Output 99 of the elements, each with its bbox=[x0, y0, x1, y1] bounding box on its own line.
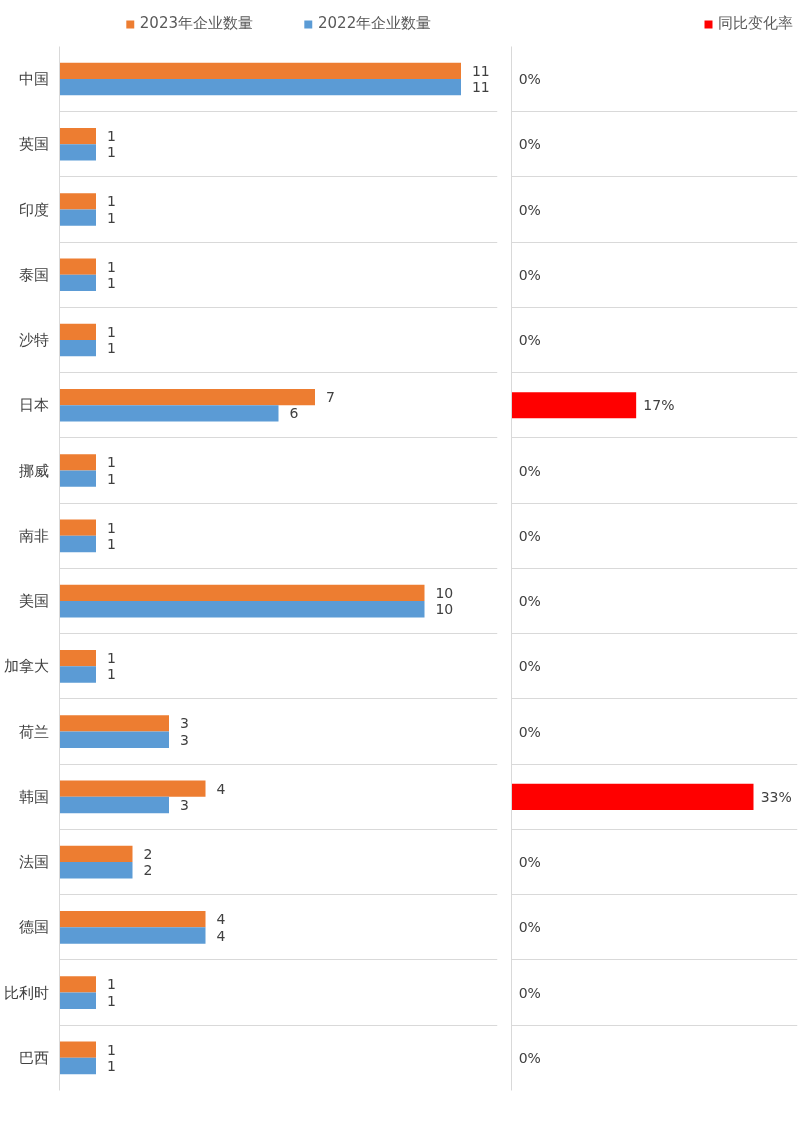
data-label: 0% bbox=[518, 1049, 541, 1066]
data-label: 0% bbox=[518, 593, 541, 610]
data-label: 0% bbox=[518, 984, 541, 1001]
y-tick-label: 美国 bbox=[18, 592, 49, 611]
bar bbox=[59, 715, 169, 732]
bar bbox=[59, 127, 96, 145]
y-tick-label: 英国 bbox=[18, 135, 49, 154]
data-label: 1 bbox=[106, 209, 116, 226]
y-tick-label: 荷兰 bbox=[18, 722, 49, 741]
bar bbox=[59, 780, 206, 797]
y-tick-label: 德国 bbox=[18, 918, 49, 937]
data-label: 10 bbox=[435, 601, 454, 618]
bar bbox=[59, 144, 96, 161]
data-label: 1 bbox=[106, 650, 116, 667]
data-label: 1 bbox=[106, 193, 116, 210]
data-label: 1 bbox=[106, 454, 116, 471]
legend-label: 2023年企业数量 bbox=[139, 14, 253, 33]
data-label: 6 bbox=[289, 405, 299, 422]
y-tick-label: 中国 bbox=[18, 70, 49, 89]
data-label: 0% bbox=[518, 854, 541, 871]
data-label: 0% bbox=[518, 71, 541, 88]
data-label: 33% bbox=[760, 788, 792, 805]
data-label: 1 bbox=[106, 470, 116, 487]
y-tick-label: 巴西 bbox=[18, 1048, 49, 1067]
y-tick-label: 南非 bbox=[18, 526, 49, 545]
data-label: 1 bbox=[106, 666, 116, 683]
bar bbox=[59, 209, 96, 226]
bar bbox=[59, 911, 206, 928]
data-label: 0% bbox=[518, 201, 541, 218]
bar bbox=[59, 340, 96, 357]
data-label: 0% bbox=[518, 136, 541, 153]
data-label: 0% bbox=[518, 658, 541, 675]
bar bbox=[59, 845, 133, 863]
bar bbox=[59, 862, 133, 879]
y-tick-label: 挪威 bbox=[18, 461, 49, 480]
data-label: 17% bbox=[643, 397, 675, 414]
data-label: 1 bbox=[106, 274, 116, 291]
y-tick-label: 日本 bbox=[18, 396, 49, 415]
data-label: 0% bbox=[518, 266, 541, 283]
legend-label: 同比变化率 bbox=[718, 14, 793, 33]
data-label: 1 bbox=[106, 144, 116, 161]
bar bbox=[59, 454, 96, 471]
data-label: 1 bbox=[106, 128, 116, 145]
y-tick-label: 比利时 bbox=[3, 983, 49, 1002]
bar bbox=[59, 519, 96, 536]
data-label: 2 bbox=[143, 845, 153, 862]
data-label: 1 bbox=[106, 340, 116, 357]
data-label: 7 bbox=[325, 389, 335, 406]
data-label: 1 bbox=[106, 976, 116, 993]
data-label: 1 bbox=[106, 1041, 116, 1058]
y-tick-label: 沙特 bbox=[18, 331, 49, 350]
y-tick-label: 加拿大 bbox=[3, 657, 49, 676]
bar bbox=[59, 584, 425, 602]
data-label: 1 bbox=[106, 258, 116, 275]
data-label: 1 bbox=[106, 323, 116, 340]
y-tick-label: 法国 bbox=[18, 853, 49, 872]
data-label: 4 bbox=[216, 780, 226, 797]
data-label: 11 bbox=[471, 62, 490, 79]
bar bbox=[59, 731, 169, 748]
data-label: 3 bbox=[179, 731, 189, 748]
bar bbox=[59, 388, 315, 406]
data-label: 1 bbox=[106, 992, 116, 1009]
bar bbox=[59, 976, 96, 993]
bar bbox=[59, 1057, 96, 1075]
data-label: 0% bbox=[518, 919, 541, 936]
bar bbox=[59, 650, 96, 667]
data-label: 3 bbox=[179, 797, 189, 813]
y-tick-label: 泰国 bbox=[18, 265, 49, 284]
data-label: 0% bbox=[518, 332, 541, 349]
bar bbox=[59, 405, 279, 422]
data-label: 1 bbox=[106, 535, 116, 552]
bar bbox=[59, 601, 425, 618]
bar bbox=[59, 535, 96, 553]
y-tick-label: 韩国 bbox=[18, 787, 49, 806]
bar bbox=[59, 992, 96, 1009]
data-label: 1 bbox=[106, 519, 116, 536]
data-label: 0% bbox=[518, 527, 541, 544]
data-label: 2 bbox=[143, 862, 153, 879]
bar bbox=[59, 1041, 96, 1058]
bar bbox=[59, 62, 461, 80]
bar bbox=[59, 927, 206, 944]
data-label: 3 bbox=[179, 715, 189, 732]
bar bbox=[59, 258, 96, 275]
bar bbox=[59, 193, 96, 210]
legend-label: 2022年企业数量 bbox=[318, 14, 432, 33]
data-label: 4 bbox=[216, 911, 226, 928]
bar bbox=[59, 666, 96, 683]
data-label: 0% bbox=[518, 462, 541, 479]
bar bbox=[59, 796, 169, 814]
bar bbox=[59, 323, 96, 341]
data-label: 4 bbox=[216, 927, 226, 944]
data-label: 1 bbox=[106, 1058, 116, 1075]
bar bbox=[59, 274, 96, 292]
data-label: 10 bbox=[435, 584, 454, 601]
y-tick-label: 印度 bbox=[18, 200, 49, 219]
bar bbox=[59, 470, 96, 487]
data-label: 0% bbox=[518, 723, 541, 740]
bar bbox=[59, 79, 461, 96]
data-label: 11 bbox=[471, 79, 490, 96]
